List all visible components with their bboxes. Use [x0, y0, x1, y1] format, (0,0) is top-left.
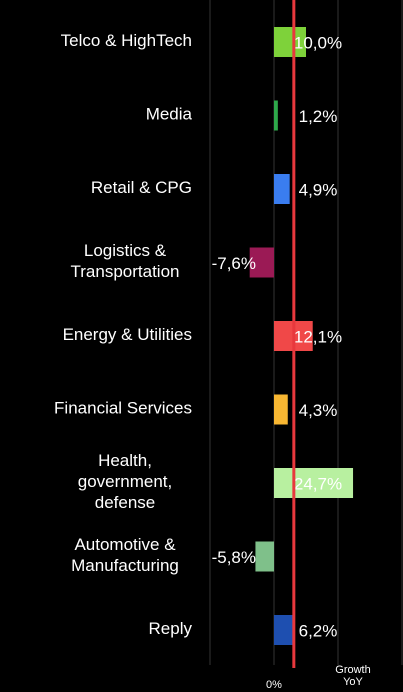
value-label: 4,3% [299, 401, 338, 420]
bar [274, 394, 288, 425]
category-label: Reply [149, 619, 193, 638]
category-label: Energy & Utilities [63, 325, 192, 344]
category-label: Telco & HighTech [61, 31, 192, 50]
bar [249, 247, 274, 278]
value-label: -7,6% [212, 254, 256, 273]
category-label: Automotive & Manufacturing [71, 535, 179, 575]
category-label: Retail & CPG [91, 178, 192, 197]
value-label: 12,1% [294, 327, 342, 346]
category-label: Media [146, 105, 193, 124]
bar [274, 174, 290, 204]
value-label: -5,8% [212, 548, 256, 567]
x-tick-label: 0% [266, 679, 282, 691]
value-label: 6,2% [299, 621, 338, 640]
bar [274, 615, 294, 645]
value-label: 1,2% [299, 107, 338, 126]
bar [274, 468, 354, 498]
bar [255, 541, 274, 572]
bar [274, 100, 278, 131]
category-label: Health, government, defense [78, 451, 173, 512]
value-label: 10,0% [294, 33, 342, 52]
bar [274, 27, 306, 57]
value-label: 24,7% [294, 474, 342, 493]
value-label: 4,9% [299, 180, 338, 199]
category-label: Financial Services [54, 399, 192, 418]
x-axis-label: Growth YoY [335, 664, 370, 688]
category-label: Logistics & Transportation [71, 241, 180, 281]
